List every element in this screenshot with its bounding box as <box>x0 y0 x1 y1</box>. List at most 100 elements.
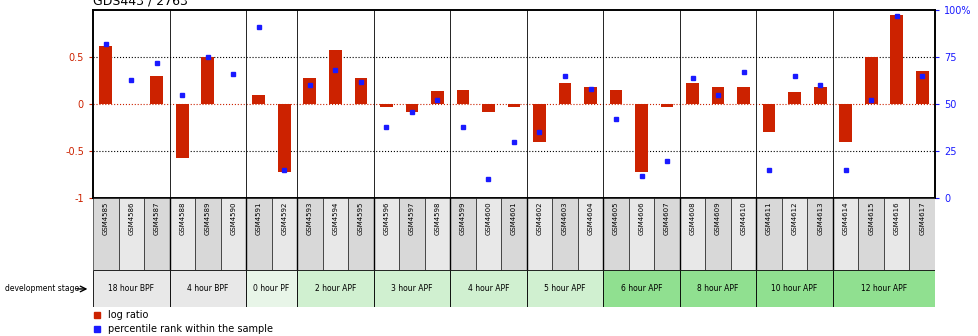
Bar <box>736 87 749 104</box>
Text: GSM4603: GSM4603 <box>561 202 567 236</box>
Bar <box>481 104 494 112</box>
Bar <box>813 87 825 104</box>
Bar <box>252 95 265 104</box>
Text: GSM4604: GSM4604 <box>587 202 593 235</box>
Bar <box>558 83 571 104</box>
Bar <box>711 87 724 104</box>
Bar <box>507 104 520 107</box>
Text: GSM4617: GSM4617 <box>918 202 924 236</box>
Bar <box>296 198 323 270</box>
Bar <box>424 198 450 270</box>
Text: 8 hour APF: 8 hour APF <box>696 285 738 293</box>
Text: percentile rank within the sample: percentile rank within the sample <box>108 324 273 334</box>
Bar <box>278 104 290 172</box>
Bar <box>374 198 399 270</box>
Bar <box>169 270 245 307</box>
Bar <box>807 198 832 270</box>
Bar <box>679 198 704 270</box>
Bar <box>858 198 883 270</box>
Bar <box>756 198 781 270</box>
Bar <box>430 91 443 104</box>
Text: 10 hour APF: 10 hour APF <box>771 285 817 293</box>
Text: GSM4588: GSM4588 <box>179 202 185 235</box>
Bar <box>602 198 628 270</box>
Bar <box>176 104 189 158</box>
Text: GSM4594: GSM4594 <box>333 202 338 235</box>
Text: GSM4587: GSM4587 <box>154 202 159 235</box>
Bar <box>501 198 526 270</box>
Bar <box>220 198 245 270</box>
Bar <box>864 57 876 104</box>
Bar <box>405 104 418 112</box>
Bar <box>781 198 807 270</box>
Text: GSM4606: GSM4606 <box>638 202 644 236</box>
Bar <box>602 270 679 307</box>
Bar <box>296 270 374 307</box>
Text: 5 hour APF: 5 hour APF <box>544 285 585 293</box>
Text: GSM4599: GSM4599 <box>460 202 466 235</box>
Text: GSM4615: GSM4615 <box>867 202 873 235</box>
Text: 6 hour APF: 6 hour APF <box>620 285 661 293</box>
Bar <box>100 46 112 104</box>
Text: GSM4595: GSM4595 <box>358 202 364 235</box>
Text: GSM4608: GSM4608 <box>689 202 694 236</box>
Bar <box>832 198 858 270</box>
Bar <box>889 15 902 104</box>
Bar <box>245 198 271 270</box>
Bar <box>628 198 653 270</box>
Bar <box>93 270 169 307</box>
Text: 4 hour BPF: 4 hour BPF <box>187 285 228 293</box>
Text: 12 hour APF: 12 hour APF <box>860 285 906 293</box>
Bar <box>552 198 577 270</box>
Text: 4 hour APF: 4 hour APF <box>467 285 509 293</box>
Bar <box>303 78 316 104</box>
Bar <box>118 198 144 270</box>
Bar <box>756 270 832 307</box>
Bar <box>374 270 450 307</box>
Text: GSM4593: GSM4593 <box>306 202 313 235</box>
Bar <box>832 270 934 307</box>
Bar <box>151 76 163 104</box>
Text: GSM4613: GSM4613 <box>817 202 822 236</box>
Bar <box>323 198 348 270</box>
Bar <box>348 198 374 270</box>
Text: GDS443 / 2763: GDS443 / 2763 <box>93 0 188 7</box>
Bar <box>762 104 775 132</box>
Text: GSM4586: GSM4586 <box>128 202 134 235</box>
Bar <box>533 104 546 142</box>
Text: GSM4602: GSM4602 <box>536 202 542 235</box>
Text: development stage: development stage <box>5 285 78 293</box>
Bar <box>271 198 296 270</box>
Text: GSM4609: GSM4609 <box>714 202 721 236</box>
Bar <box>704 198 731 270</box>
Text: 18 hour BPF: 18 hour BPF <box>109 285 155 293</box>
Bar <box>679 270 756 307</box>
Text: 2 hour APF: 2 hour APF <box>314 285 356 293</box>
Text: GSM4601: GSM4601 <box>511 202 516 236</box>
Text: GSM4612: GSM4612 <box>791 202 797 235</box>
Text: 0 hour PF: 0 hour PF <box>253 285 289 293</box>
Bar <box>195 198 220 270</box>
Bar <box>577 198 602 270</box>
Text: GSM4596: GSM4596 <box>383 202 389 235</box>
Bar <box>456 90 468 104</box>
Bar <box>909 198 934 270</box>
Bar <box>787 92 800 104</box>
Text: GSM4600: GSM4600 <box>485 202 491 236</box>
Bar <box>526 270 602 307</box>
Bar <box>609 90 622 104</box>
Bar <box>201 57 214 104</box>
Text: GSM4605: GSM4605 <box>612 202 618 235</box>
Text: GSM4610: GSM4610 <box>739 202 746 236</box>
Bar <box>584 87 597 104</box>
Text: GSM4590: GSM4590 <box>230 202 236 235</box>
Bar <box>653 198 679 270</box>
Bar <box>914 71 927 104</box>
Text: GSM4607: GSM4607 <box>663 202 669 236</box>
Bar <box>329 50 341 104</box>
Bar <box>354 78 367 104</box>
Text: GSM4616: GSM4616 <box>893 202 899 236</box>
Text: GSM4585: GSM4585 <box>103 202 109 235</box>
Bar <box>450 270 526 307</box>
Text: GSM4592: GSM4592 <box>281 202 288 235</box>
